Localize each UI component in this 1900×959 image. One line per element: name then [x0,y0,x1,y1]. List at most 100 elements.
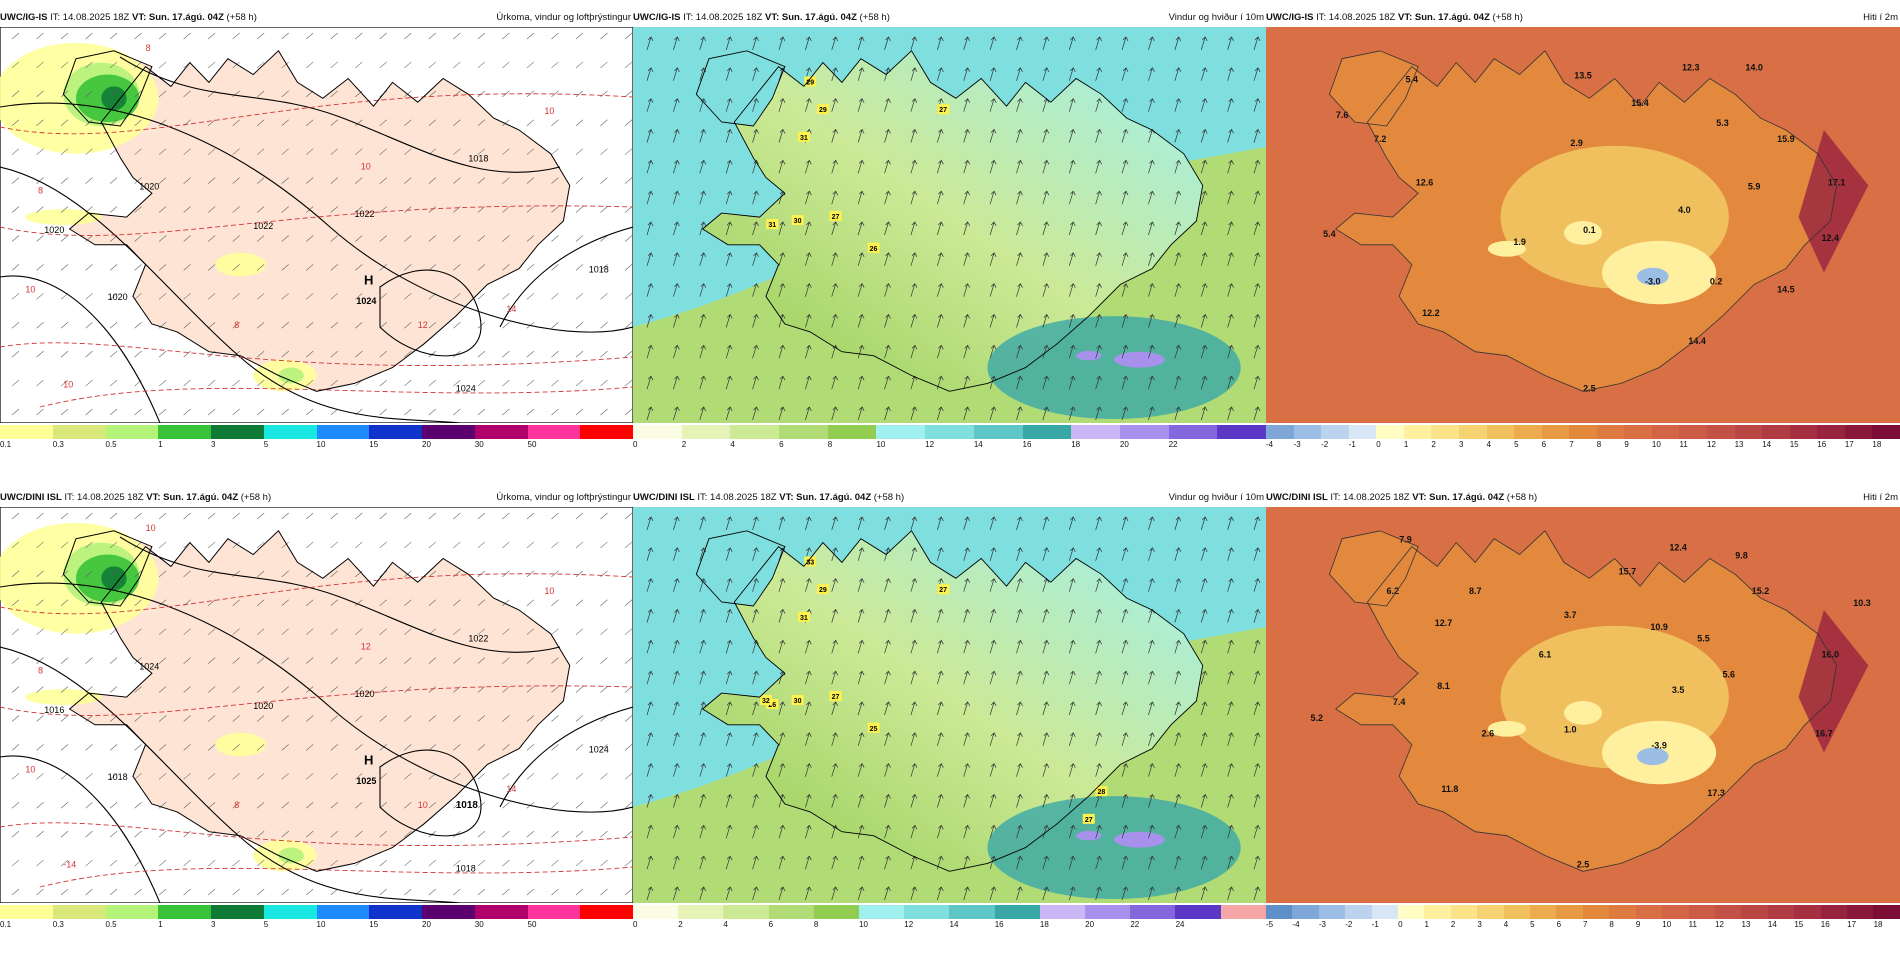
panel-header: UWC/DINI ISL IT: 14.08.2025 18Z VT: Sun.… [633,489,904,507]
colorbar-tick-label: 50 [527,440,537,449]
colorbar-tick-label: -2 [1321,440,1329,449]
colorbar-tick-label: 5 [1530,920,1535,929]
isobar-label: 1024 [456,383,476,393]
colorbar-tick-label: 18 [1039,920,1049,929]
temperature-label: 14.4 [1688,336,1706,346]
panel-header: UWC/IG-IS IT: 14.08.2025 18Z VT: Sun. 17… [633,9,890,27]
colorbar-swatch [949,905,995,919]
temp-map[interactable]: 7.9 12.4 9.8 6.2 8.7 15.7 15.2 10.3 12.7 3.7 10.9 5… [1266,507,1900,903]
colorbar-swatch [1789,425,1818,439]
colorbar-swatch [105,905,159,919]
colorbar-tick-label: 1 [158,440,163,449]
lead-time: (+58 h) [1506,492,1538,503]
wind-map[interactable]: 33293126293325273230272827 [633,507,1266,903]
colorbar-swatch [0,425,53,439]
init-time: IT: 14.08.2025 18Z [1316,12,1396,23]
colorbar-swatch [1503,905,1531,919]
colorbar-tick-label: -1 [1348,440,1356,449]
temperature-label: 2.9 [1570,138,1583,148]
colorbar-swatch [1873,905,1900,919]
temperature-label: 2.5 [1577,859,1590,869]
temperature-label: 16.7 [1815,729,1833,739]
precip-map[interactable]: 1020 1020 1022 1022 1018 1018 1024 1020 8 8 10 10 10… [0,27,633,423]
temperature-label: 7.4 [1393,697,1406,707]
colorbar-tick-label: 13 [1734,440,1744,449]
colorbar-tick-label: 30 [474,440,484,449]
colorbar-tick-label: 11 [1679,440,1688,449]
temperature-label: 9.8 [1735,550,1748,560]
colorbar-ticks: 0.1 0.3 0.5 1 3 5 10 15 20 30 50 [0,440,633,450]
colorbar-tick-label: 16 [1820,920,1830,929]
temperature-label: 12.3 [1682,63,1700,73]
colorbar-swatch [1266,905,1293,919]
colorbar-swatch [1085,905,1131,919]
colorbar-tick-label: 22 [1168,440,1178,449]
temp-colorbar [1266,905,1900,919]
temperature-label: 15.4 [1631,98,1649,108]
isobar-label: 1018 [589,265,609,275]
colorbar-swatch [1820,905,1847,919]
colorbar-tick-label: -2 [1345,920,1353,929]
colorbar-swatch [1371,905,1399,919]
temperature-label: 5.4 [1323,229,1336,239]
high-value: 1024 [356,296,376,306]
temperature-label: 11.8 [1441,784,1458,794]
isotherm-label: -14 [63,859,76,869]
colorbar-swatch [1817,425,1845,439]
isobar-label: 1020 [139,181,159,191]
temperature-label: 1.9 [1513,237,1526,247]
colorbar-swatch [1662,905,1689,919]
colorbar-swatch [263,905,317,919]
colorbar-tick-label: 1 [158,920,163,929]
colorbar-tick-label: 3 [211,440,216,449]
colorbar-swatch [678,905,724,919]
lead-time: (+58 h) [859,12,890,23]
colorbar-swatch [1762,425,1790,439]
temp-map[interactable]: 5.4 13.5 12.3 14.0 7.6 7.2 15.4 2.9 5.3 15.9 12.6 5… [1266,27,1900,423]
isotherm-label: 8 [234,320,239,330]
colorbar-tick-label: 17 [1847,920,1857,929]
temperature-label: 5.2 [1310,713,1323,723]
precip-map[interactable]: 1016 1018 1020 1020 1022 1024 1018 1024 8 10 10 10 1… [0,507,633,903]
colorbar-swatch [580,905,633,919]
wind-map[interactable]: 29 29 31 31 30 27 26 27 [633,27,1266,423]
valid-time: VT: Sun. 17.ágú. 04Z [779,492,872,503]
temp-colorbar [1266,425,1900,439]
isotherms [0,573,633,888]
product-title: Hiti í 2m [1863,492,1898,503]
colorbar-tick-label: 6 [1556,920,1562,929]
gust-label: 27 [829,691,842,702]
temperature-label: 5.5 [1697,634,1710,644]
colorbar-swatch [1679,425,1707,439]
lead-time: (+58 h) [226,12,257,23]
colorbar-swatch [105,425,159,439]
isobar-label: 1018 [468,154,488,164]
colorbar-swatch [1767,905,1795,919]
colorbar-tick-label: -3 [1293,440,1301,449]
colorbar-tick-label: 10 [1651,440,1661,449]
colorbar-tick-label: 4 [1486,440,1491,449]
isotherm-label: 8 [146,43,151,53]
panel-header: UWC/IG-IS IT: 14.08.2025 18Z VT: Sun. 17… [0,9,257,27]
colorbar-tick-label: 15 [1794,920,1804,929]
temperature-label: 17.1 [1828,177,1846,187]
colorbar-swatch [1403,425,1432,439]
gust-label: 26 [766,699,779,709]
gust-label: 31 [797,611,810,622]
svg-text:29: 29 [806,79,814,86]
temperature-label: 13.5 [1574,70,1592,80]
temperature-label: 8.7 [1469,586,1482,596]
colorbar-tick-label: -4 [1292,920,1300,929]
colorbar-tick-label: 8 [1609,920,1614,929]
isotherm-label: 10 [418,800,428,810]
valid-time: VT: Sun. 17.ágú. 04Z [146,492,239,503]
colorbar-swatch [904,905,950,919]
colorbar-swatch [1872,425,1900,439]
colorbar-swatch [768,905,814,919]
colorbar-swatch [1651,425,1680,439]
colorbar-swatch [0,905,53,919]
colorbar-swatch [1022,425,1072,439]
wind-colorbar [633,425,1266,439]
colorbar-tick-label: 4 [1503,920,1509,929]
colorbar-ticks: 0 2 4 6 8 10 12 14 16 18 20 22 24 [633,920,1266,930]
